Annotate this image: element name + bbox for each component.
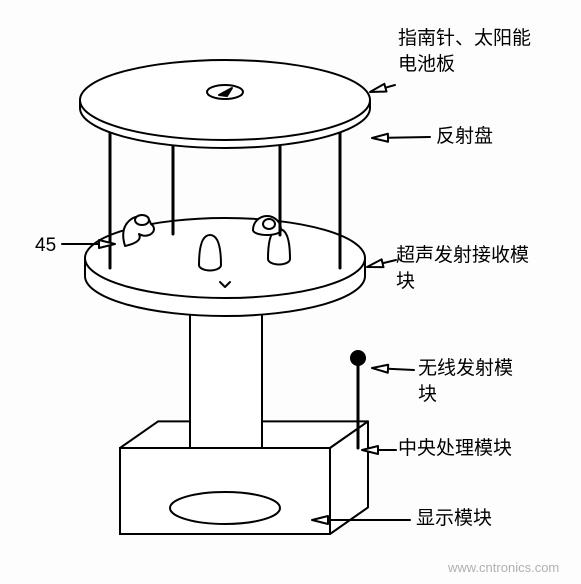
label-cpu: 中央处理模块 — [398, 436, 512, 462]
label-compass: 指南针、太阳能 电池板 — [398, 26, 531, 77]
label-display: 显示模块 — [416, 506, 492, 532]
label-angle45: 45 — [35, 233, 56, 259]
label-wireless: 无线发射模 块 — [418, 356, 513, 407]
label-reflector: 反射盘 — [436, 124, 493, 150]
label-ultra: 超声发射接收模 块 — [396, 243, 529, 294]
watermark: www.cntronics.com — [448, 560, 559, 575]
